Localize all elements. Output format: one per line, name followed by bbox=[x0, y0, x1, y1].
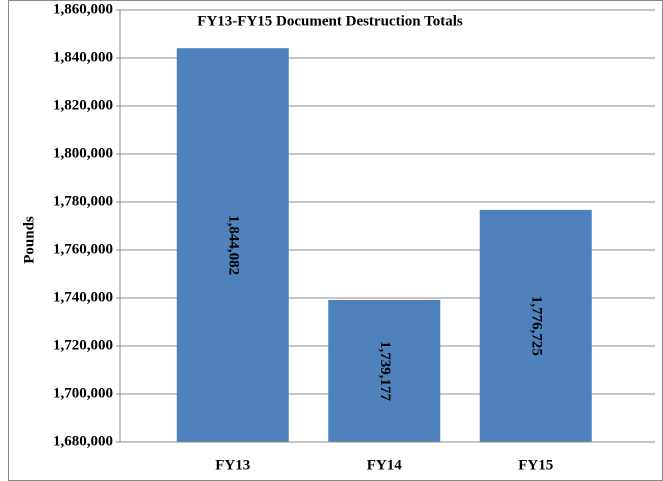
y-tick-label: 1,840,000 bbox=[53, 49, 113, 65]
chart-title: FY13-FY15 Document Destruction Totals bbox=[197, 13, 463, 29]
y-tick-label: 1,820,000 bbox=[53, 97, 113, 113]
x-tick-label: FY13 bbox=[215, 457, 250, 473]
bar bbox=[328, 299, 441, 442]
y-tick-label: 1,760,000 bbox=[53, 241, 113, 257]
y-tick-label: 1,740,000 bbox=[53, 289, 113, 305]
bar-value-label: 1,776,725 bbox=[528, 296, 544, 356]
x-tick-label: FY14 bbox=[367, 457, 402, 473]
y-tick-label: 1,780,000 bbox=[53, 193, 113, 209]
bar bbox=[176, 48, 289, 443]
y-tick-label: 1,720,000 bbox=[53, 337, 113, 353]
bar-value-label: 1,739,177 bbox=[377, 341, 393, 402]
bar bbox=[479, 209, 592, 442]
y-tick-label: 1,680,000 bbox=[53, 433, 113, 449]
y-tick-label: 1,800,000 bbox=[53, 145, 113, 161]
bar-value-label: 1,844,082 bbox=[225, 215, 241, 275]
y-tick-label: 1,700,000 bbox=[53, 385, 113, 401]
x-tick-label: FY15 bbox=[518, 457, 553, 473]
y-axis-label: Pounds bbox=[21, 216, 37, 264]
y-tick-label: 1,860,000 bbox=[53, 1, 113, 17]
